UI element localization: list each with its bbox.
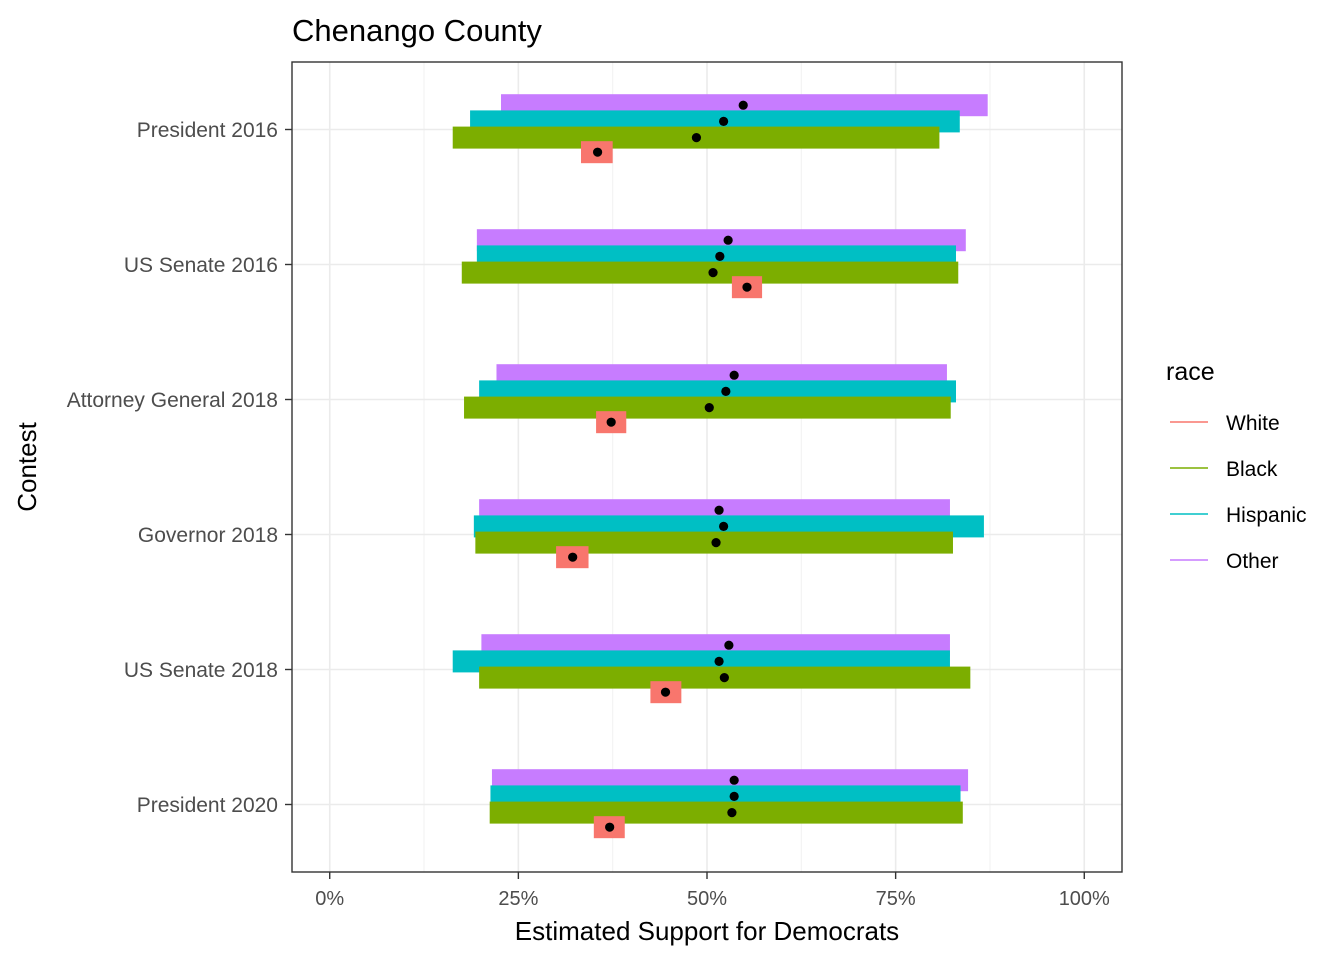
x-tick-label: 50%: [687, 888, 727, 910]
y-tick-label: President 2016: [137, 119, 278, 142]
point-hispanic-5: [729, 791, 739, 802]
point-black-0: [691, 133, 702, 143]
y-tick-label: Attorney General 2018: [67, 389, 278, 412]
point-white-5: [605, 822, 615, 832]
y-tick-label: US Senate 2018: [124, 659, 278, 682]
y-tick-label: US Senate 2016: [124, 254, 278, 277]
legend-title: race: [1166, 358, 1215, 386]
y-tick-label: President 2020: [137, 794, 278, 817]
legend-label-hispanic: Hispanic: [1226, 504, 1307, 527]
point-black-1: [708, 268, 718, 278]
y-axis-title: Contest: [12, 421, 42, 511]
point-white-4: [660, 687, 671, 697]
bar-black-5: [489, 801, 963, 824]
point-other-3: [714, 505, 724, 515]
legend-label-white: White: [1226, 412, 1280, 435]
point-hispanic-0: [719, 116, 729, 126]
point-hispanic-4: [714, 656, 724, 667]
point-other-1: [723, 235, 733, 245]
point-other-4: [724, 640, 734, 650]
point-white-2: [606, 417, 616, 427]
legend-label-other: Other: [1226, 550, 1279, 573]
point-black-3: [711, 538, 721, 548]
point-other-2: [729, 370, 739, 380]
x-axis: 0% 25% 50% 75% 100%: [315, 872, 1110, 910]
point-black-4: [719, 673, 729, 683]
y-tick-label: Governor 2018: [138, 524, 278, 547]
chart-title: Chenango County: [292, 13, 542, 48]
x-tick-label: 100%: [1059, 888, 1110, 910]
point-white-0: [592, 147, 603, 157]
point-other-5: [729, 775, 739, 785]
x-tick-label: 25%: [498, 888, 538, 910]
point-white-1: [742, 282, 752, 292]
point-black-5: [727, 808, 737, 818]
point-hispanic-1: [715, 251, 725, 261]
x-tick-label: 0%: [315, 888, 344, 910]
point-hispanic-2: [721, 386, 731, 396]
x-axis-title: Estimated Support for Democrats: [515, 916, 899, 946]
point-black-2: [704, 403, 714, 413]
point-white-3: [568, 552, 578, 562]
estimate-points: [568, 100, 752, 832]
legend: race White Black Hispanic Other: [1166, 358, 1307, 573]
x-tick-label: 75%: [876, 888, 916, 910]
point-other-0: [738, 100, 748, 110]
point-hispanic-3: [719, 521, 729, 532]
y-axis: President 2016 US Senate 2016 Attorney Gen…: [67, 119, 292, 817]
legend-label-black: Black: [1226, 458, 1278, 481]
